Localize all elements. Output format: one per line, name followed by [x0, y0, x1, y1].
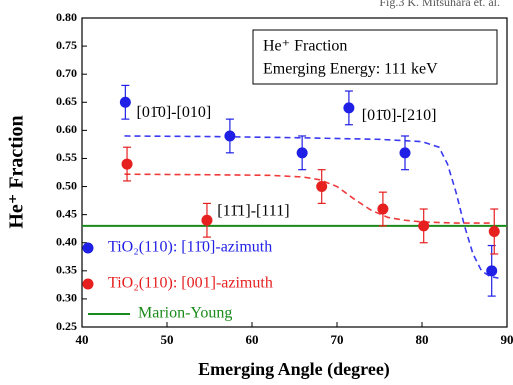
x-tick-label: 60 — [246, 332, 259, 347]
annotation-box-line: He⁺ Fraction — [263, 38, 347, 55]
annotation-box-line: Emerging Energy: 111 keV — [263, 61, 438, 78]
x-tick-label: 70 — [331, 332, 344, 347]
x-tick-label: 40 — [76, 332, 89, 347]
data-point — [224, 130, 236, 142]
annotation: [01̄0]-[210] — [362, 107, 437, 124]
legend-label: Marion-Young — [138, 305, 232, 322]
y-tick-label: 0.30 — [56, 291, 77, 305]
y-tick-label: 0.55 — [56, 150, 77, 164]
y-tick-label: 0.45 — [56, 206, 77, 220]
y-tick-label: 0.60 — [56, 122, 77, 136]
data-point — [488, 225, 500, 237]
x-tick-label: 50 — [161, 332, 174, 347]
annotation-box — [252, 29, 498, 85]
data-point — [418, 220, 430, 232]
legend-label: TiO₂(110): [11̄0]-azimuth — [108, 239, 272, 256]
legend-marker — [82, 242, 94, 254]
x-axis-label: Emerging Angle (degree) — [198, 359, 390, 380]
data-point — [201, 214, 213, 226]
x-tick-label: 90 — [501, 332, 513, 347]
y-tick-label: 0.35 — [56, 263, 77, 277]
annotation: [11̄1]-[111] — [217, 202, 289, 219]
data-point — [486, 265, 498, 277]
data-point — [343, 102, 355, 114]
legend-marker — [82, 278, 94, 290]
y-axis-label: He⁺ Fraction — [6, 115, 28, 228]
header-note: Fig.3 K. Mitsuhara et. al. — [379, 0, 500, 9]
y-tick-label: 0.40 — [56, 234, 77, 248]
fit-curve — [124, 173, 490, 224]
data-point — [121, 158, 133, 170]
y-tick-label: 0.75 — [56, 38, 77, 52]
y-tick-label: 0.50 — [56, 178, 77, 192]
y-tick-label: 0.70 — [56, 66, 77, 80]
data-point — [316, 181, 328, 193]
plot-frame — [81, 17, 508, 328]
data-point — [399, 147, 411, 159]
data-point — [119, 96, 131, 108]
x-tick-label: 80 — [416, 332, 429, 347]
legend-label: TiO₂(110): [001]-azimuth — [108, 275, 273, 292]
y-tick-label: 0.25 — [56, 319, 77, 333]
annotation: [01̄0]-[010] — [137, 104, 212, 121]
y-tick-label: 0.65 — [56, 94, 77, 108]
data-point — [377, 203, 389, 215]
y-tick-label: 0.80 — [56, 10, 77, 24]
data-point — [296, 147, 308, 159]
fit-curve — [124, 135, 499, 279]
